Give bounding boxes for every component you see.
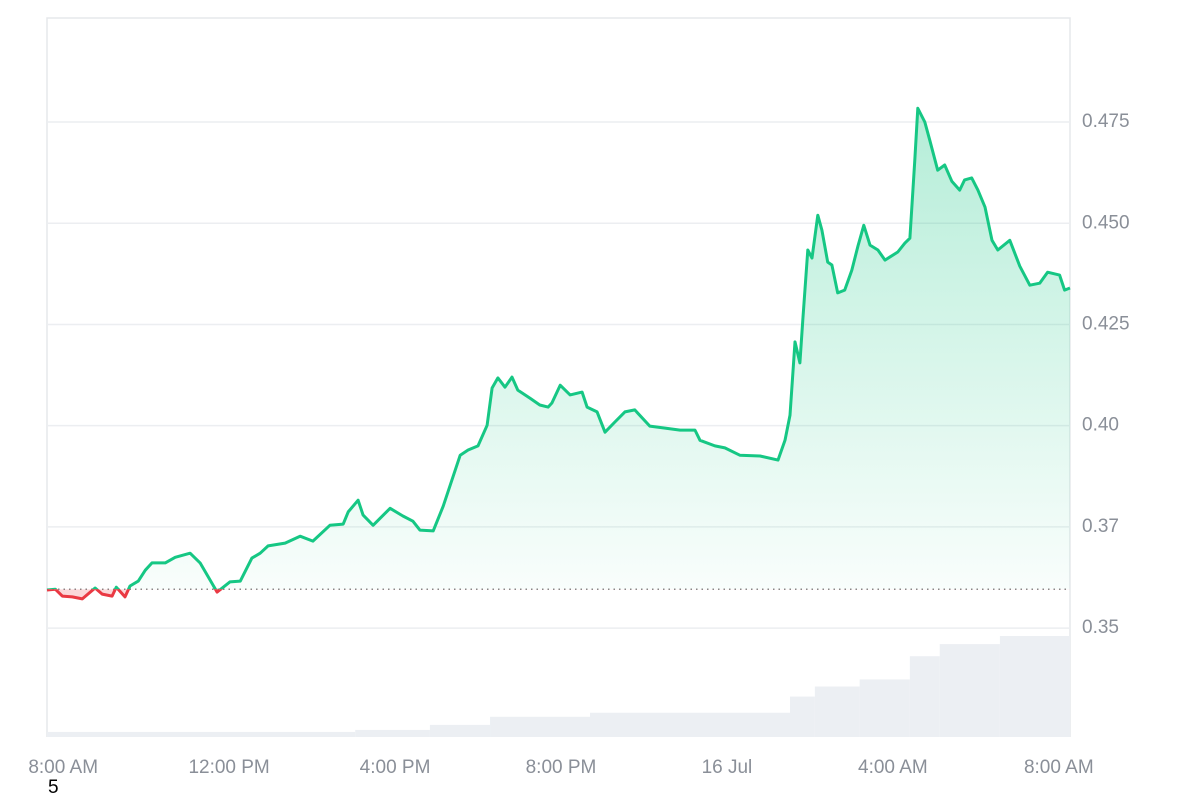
volume-bar [789,696,815,737]
x-tick-label: 12:00 PM [188,757,269,778]
x-tick-label: 8:00 AM [28,757,98,778]
volume-bar [429,724,491,737]
volume-bar [47,731,356,737]
y-tick-label: 0.35 [1082,617,1119,638]
y-tick-label: 0.475 [1082,111,1130,132]
y-tick-label: 0.37 [1082,516,1119,537]
volume-bar [355,729,430,737]
y-tick-label: 0.425 [1082,313,1130,334]
price-line-up [46,106,1071,590]
volume-bar [590,712,790,737]
x-tick-label: 4:00 PM [360,757,431,778]
x-tick-label: 8:00 AM [1024,757,1094,778]
y-tick-label: 0.40 [1082,415,1119,436]
x-tick-label: 4:00 AM [858,757,928,778]
volume-bar [939,644,1000,737]
x-tick-label: 16 Jul [702,757,753,778]
volume-bar [814,686,860,737]
volume-bar [909,656,940,737]
volume-bar [859,679,910,737]
x-tick-label: 8:00 PM [526,757,597,778]
y-tick-label: 0.450 [1082,212,1130,233]
volume-bar [490,716,591,737]
annotation: 5 [48,777,59,798]
area-up [54,108,1070,590]
volume-bar [999,636,1070,737]
